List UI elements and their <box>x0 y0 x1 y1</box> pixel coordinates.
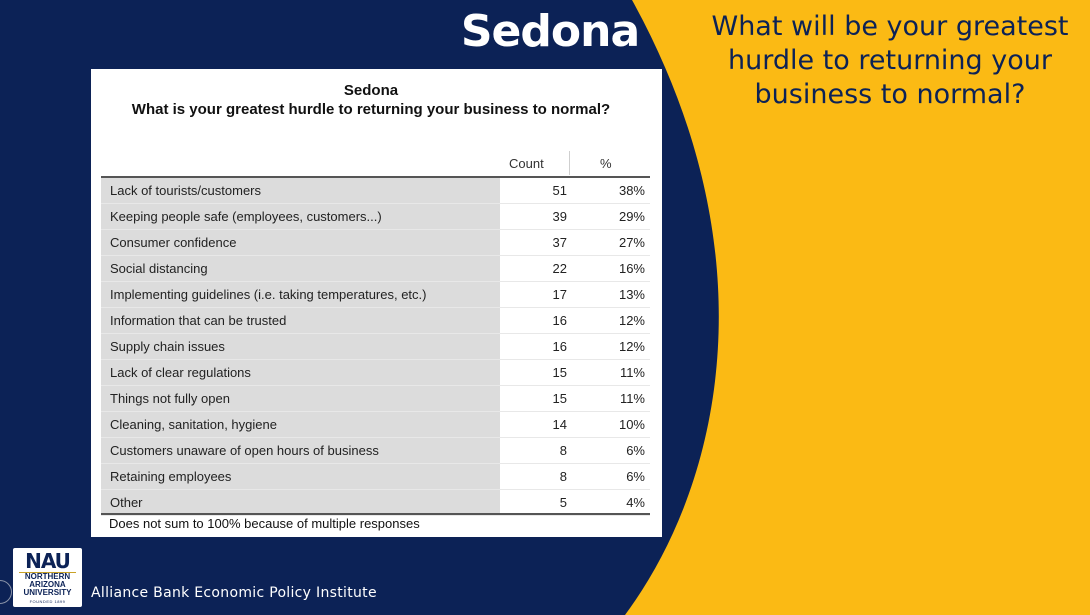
institute-name: Alliance Bank Economic Policy Institute <box>91 585 377 601</box>
table-body: Lack of tourists/customers 51 38% Keeping p… <box>101 178 650 516</box>
row-count: 14 <box>552 417 567 432</box>
row-label: Social distancing <box>101 256 500 281</box>
table-footnote: Does not sum to 100% because of multiple… <box>109 516 420 531</box>
row-count: 5 <box>559 495 567 510</box>
row-count: 17 <box>552 287 567 302</box>
row-label: Keeping people safe (employees, customer… <box>101 204 500 229</box>
row-label: Lack of tourists/customers <box>101 178 500 203</box>
table-row: Lack of clear regulations 15 11% <box>101 360 650 386</box>
table-row: Other 5 4% <box>101 490 650 516</box>
column-header-percent: % <box>600 156 612 171</box>
row-count: 51 <box>552 183 567 198</box>
row-label: Supply chain issues <box>101 334 500 359</box>
table-row: Customers unaware of open hours of busin… <box>101 438 650 464</box>
row-count: 16 <box>552 339 567 354</box>
logo-founded: FOUNDED 1899 <box>29 599 66 604</box>
table-row: Keeping people safe (employees, customer… <box>101 204 650 230</box>
column-header-count: Count <box>509 156 544 171</box>
row-label: Customers unaware of open hours of busin… <box>101 438 500 463</box>
logo-line-2: ARIZONA <box>29 580 66 589</box>
row-label: Retaining employees <box>101 464 500 489</box>
table-row: Social distancing 22 16% <box>101 256 650 282</box>
table-row: Lack of tourists/customers 51 38% <box>101 178 650 204</box>
logo-divider <box>19 572 76 573</box>
row-count: 15 <box>552 365 567 380</box>
results-table-panel: Sedona What is your greatest hurdle to r… <box>91 69 662 537</box>
row-label: Cleaning, sanitation, hygiene <box>101 412 500 437</box>
row-percent: 10% <box>618 417 645 432</box>
row-percent: 6% <box>626 469 645 484</box>
row-label: Consumer confidence <box>101 230 500 255</box>
row-percent: 29% <box>618 209 645 224</box>
table-row: Implementing guidelines (i.e. taking tem… <box>101 282 650 308</box>
footer-rule <box>101 513 650 515</box>
column-divider <box>569 151 570 175</box>
logo-university-name: NORTHERN ARIZONA UNIVERSITY <box>13 573 82 597</box>
logo-line-3: UNIVERSITY <box>23 588 72 597</box>
row-percent: 12% <box>618 313 645 328</box>
row-count: 16 <box>552 313 567 328</box>
row-count: 15 <box>552 391 567 406</box>
row-percent: 11% <box>619 365 645 380</box>
row-label: Other <box>101 490 500 515</box>
table-row: Cleaning, sanitation, hygiene 14 10% <box>101 412 650 438</box>
table-row: Things not fully open 15 11% <box>101 386 650 412</box>
row-count: 22 <box>552 261 567 276</box>
row-percent: 4% <box>626 495 645 510</box>
row-label: Information that can be trusted <box>101 308 500 333</box>
nau-logo: NAU NORTHERN ARIZONA UNIVERSITY FOUNDED … <box>13 548 82 607</box>
table-title-question: What is your greatest hurdle to returnin… <box>131 101 611 118</box>
row-count: 8 <box>559 469 567 484</box>
row-label: Things not fully open <box>101 386 500 411</box>
table-row: Retaining employees 8 6% <box>101 464 650 490</box>
header-rule <box>101 176 650 178</box>
row-percent: 13% <box>618 287 645 302</box>
table-row: Information that can be trusted 16 12% <box>101 308 650 334</box>
slide-title: Sedona <box>460 6 640 57</box>
row-count: 39 <box>552 209 567 224</box>
row-percent: 6% <box>626 443 645 458</box>
row-percent: 27% <box>618 235 645 250</box>
slide-question: What will be your greatest hurdle to ret… <box>711 11 1069 110</box>
row-count: 37 <box>552 235 567 250</box>
row-percent: 38% <box>618 183 645 198</box>
table-row: Supply chain issues 16 12% <box>101 334 650 360</box>
row-percent: 12% <box>618 339 645 354</box>
table-title: Sedona What is your greatest hurdle to r… <box>91 81 651 119</box>
row-label: Lack of clear regulations <box>101 360 500 385</box>
row-percent: 16% <box>618 261 645 276</box>
row-count: 8 <box>559 443 567 458</box>
row-percent: 11% <box>619 391 645 406</box>
logo-line-1: NORTHERN <box>24 572 71 581</box>
logo-abbreviation: NAU <box>25 549 71 573</box>
table-row: Consumer confidence 37 27% <box>101 230 650 256</box>
row-label: Implementing guidelines (i.e. taking tem… <box>101 282 500 307</box>
gold-crescent <box>625 0 1090 615</box>
table-title-location: Sedona <box>343 82 399 99</box>
